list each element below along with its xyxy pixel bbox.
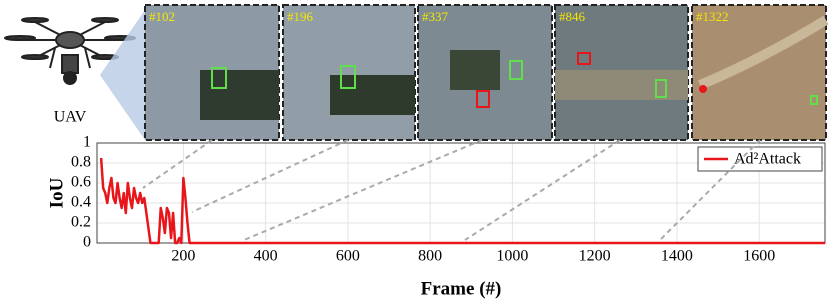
frame-image bbox=[282, 4, 416, 141]
uav-label: UAV bbox=[54, 109, 87, 126]
y-tick-label: 0 bbox=[83, 234, 91, 251]
legend-label: Ad²Attack bbox=[734, 151, 801, 168]
x-axis-label: Frame (#) bbox=[421, 278, 502, 299]
bbox bbox=[699, 85, 707, 93]
x-tick-label: 800 bbox=[418, 248, 442, 265]
bbox bbox=[211, 67, 227, 89]
frame-label: #196 bbox=[287, 9, 314, 24]
y-tick-label: 0.2 bbox=[71, 214, 91, 231]
bbox bbox=[810, 95, 818, 105]
bbox bbox=[340, 65, 356, 89]
uav-icon bbox=[4, 17, 136, 85]
frame-image bbox=[691, 4, 827, 141]
x-tick-label: 1200 bbox=[579, 248, 611, 265]
frames bbox=[144, 4, 829, 141]
frame-detail bbox=[450, 50, 500, 90]
x-tick-label: 1600 bbox=[743, 248, 775, 265]
view-cone bbox=[100, 10, 145, 140]
frame-detail bbox=[200, 70, 279, 120]
frame-label: #337 bbox=[422, 9, 449, 24]
y-tick-label: 1 bbox=[83, 134, 91, 151]
frame-label: #846 bbox=[559, 9, 586, 24]
arrow bbox=[659, 139, 761, 241]
arrow bbox=[464, 139, 621, 241]
frame-label: #1322 bbox=[696, 9, 729, 24]
arrow bbox=[243, 139, 483, 241]
bbox bbox=[577, 52, 591, 65]
x-tick-label: 400 bbox=[254, 248, 278, 265]
y-tick-label: 0.8 bbox=[71, 154, 91, 171]
x-tick-label: 1400 bbox=[661, 248, 693, 265]
x-tick-label: 1000 bbox=[496, 248, 528, 265]
x-tick-label: 600 bbox=[336, 248, 360, 265]
arrow bbox=[191, 139, 349, 213]
data-line bbox=[99, 157, 825, 245]
y-axis-label: IoU bbox=[46, 177, 67, 208]
y-tick-label: 0.4 bbox=[71, 194, 91, 211]
x-tick-label: 200 bbox=[171, 248, 195, 265]
arrows bbox=[142, 139, 761, 241]
frame-detail bbox=[555, 70, 688, 100]
bbox bbox=[476, 90, 490, 108]
bbox bbox=[655, 79, 667, 98]
frame-detail bbox=[330, 75, 415, 115]
frame-label: #102 bbox=[149, 9, 175, 24]
bbox bbox=[509, 60, 523, 80]
frame-detail bbox=[698, 15, 829, 90]
y-tick-label: 0.6 bbox=[71, 174, 91, 191]
